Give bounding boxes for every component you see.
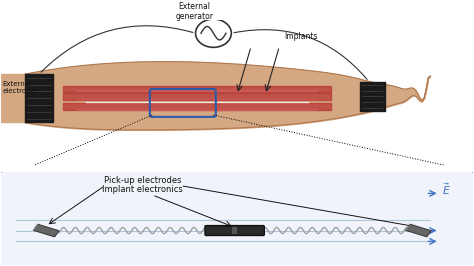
- Text: Implants: Implants: [284, 32, 318, 41]
- Bar: [232, 227, 237, 234]
- Polygon shape: [406, 224, 410, 230]
- Text: External
generator: External generator: [175, 2, 214, 21]
- Text: Pick-up electrodes: Pick-up electrodes: [104, 176, 182, 185]
- Polygon shape: [33, 224, 37, 230]
- Polygon shape: [33, 224, 59, 237]
- Polygon shape: [406, 224, 431, 237]
- FancyBboxPatch shape: [205, 226, 264, 235]
- Text: Implant electronics: Implant electronics: [102, 185, 183, 194]
- Text: $\vec{E}$: $\vec{E}$: [442, 181, 451, 197]
- FancyBboxPatch shape: [0, 170, 474, 266]
- Text: External
electrode: External electrode: [2, 81, 35, 94]
